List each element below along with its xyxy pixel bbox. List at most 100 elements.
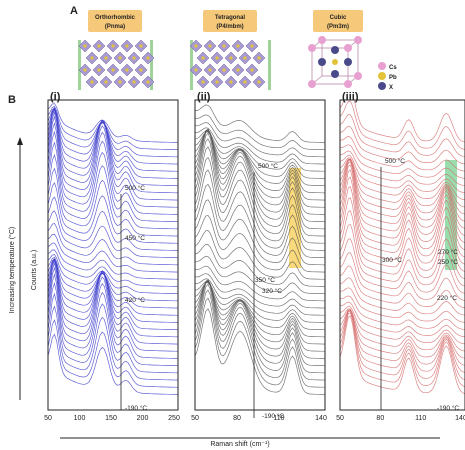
spectrum bbox=[48, 259, 178, 315]
annotation: 500 °C bbox=[125, 184, 145, 192]
spectrum bbox=[340, 101, 465, 149]
spectrum bbox=[340, 316, 465, 394]
spectrum bbox=[48, 108, 178, 164]
atom bbox=[118, 80, 121, 83]
atom bbox=[243, 80, 246, 83]
annotation: 350 °C bbox=[255, 276, 275, 284]
x-tick-label: 110 bbox=[415, 415, 426, 422]
atom bbox=[118, 56, 121, 59]
atom bbox=[208, 68, 211, 71]
atom bbox=[139, 44, 142, 47]
x-tick-label: 50 bbox=[336, 415, 344, 422]
atom bbox=[90, 56, 93, 59]
structure-group: (Pnma) bbox=[105, 24, 125, 30]
legend-dot bbox=[378, 82, 386, 90]
atom bbox=[257, 80, 260, 83]
atom bbox=[132, 56, 135, 59]
x-tick-label: 200 bbox=[137, 415, 149, 422]
atom bbox=[215, 56, 218, 59]
spectra-group bbox=[195, 105, 325, 395]
atom bbox=[208, 44, 211, 47]
spectrum bbox=[48, 234, 178, 272]
atom bbox=[201, 80, 204, 83]
atom bbox=[236, 68, 239, 71]
annotation: 500 °C bbox=[385, 157, 405, 165]
atom bbox=[90, 80, 93, 83]
annotation: -190 °C bbox=[262, 412, 284, 420]
annotation: 450 °C bbox=[125, 234, 145, 242]
annotation: -190 °C bbox=[437, 404, 459, 412]
legend-dot bbox=[378, 62, 386, 70]
atom bbox=[229, 80, 232, 83]
spectrum bbox=[48, 112, 178, 193]
annotation: 300 °C bbox=[382, 256, 402, 264]
spectrum bbox=[340, 310, 465, 358]
x-tick-label: 80 bbox=[233, 415, 241, 422]
structure-group: (P4/mbm) bbox=[216, 24, 243, 30]
legend-label: Cs bbox=[389, 65, 397, 71]
atom bbox=[132, 80, 135, 83]
spectra bbox=[48, 87, 465, 394]
legend-dot bbox=[378, 72, 386, 80]
spectrum bbox=[340, 288, 465, 323]
x-tick-label: 150 bbox=[105, 415, 117, 422]
x-tick-label: 50 bbox=[44, 415, 52, 422]
atom bbox=[146, 80, 149, 83]
spectrum bbox=[48, 255, 178, 294]
panel-label: (ii) bbox=[197, 91, 211, 103]
spectrum bbox=[48, 263, 178, 344]
arrowhead bbox=[17, 137, 23, 145]
x-tick-label: 100 bbox=[74, 415, 86, 422]
structure-name: Cubic bbox=[330, 15, 347, 21]
atom bbox=[139, 68, 142, 71]
structure-name: Orthorhombic bbox=[95, 15, 136, 21]
atom bbox=[236, 44, 239, 47]
atom bbox=[111, 68, 114, 71]
spectrum bbox=[48, 259, 178, 329]
spectra-group bbox=[48, 104, 178, 395]
panel-label: (i) bbox=[50, 91, 61, 103]
atom bbox=[104, 80, 107, 83]
crystal-structures bbox=[79, 40, 265, 88]
figure: A Orthorhombic (Pnma) Tetragonal (P4/mbm… bbox=[0, 0, 465, 450]
atom bbox=[97, 44, 100, 47]
spectrum bbox=[48, 169, 178, 237]
spectrum bbox=[195, 170, 325, 250]
atom bbox=[229, 56, 232, 59]
spectrum bbox=[48, 109, 178, 179]
atom bbox=[250, 68, 253, 71]
annotation: -190 °C bbox=[125, 404, 147, 412]
spectrum bbox=[48, 223, 178, 265]
structure-group: (Pm3m) bbox=[327, 24, 349, 30]
page: A Orthorhombic (Pnma) Tetragonal (P4/mbm… bbox=[0, 0, 465, 450]
atom bbox=[215, 80, 218, 83]
x-tick-label: 140 bbox=[455, 415, 465, 422]
atom bbox=[83, 68, 86, 71]
panel-a-label: A bbox=[70, 5, 78, 17]
atom bbox=[201, 56, 204, 59]
annotation: 250 °C bbox=[438, 258, 458, 266]
legend-label: X bbox=[389, 85, 393, 91]
atom bbox=[222, 68, 225, 71]
annotation: 320 °C bbox=[262, 287, 282, 295]
panel-b-label: B bbox=[8, 94, 16, 106]
atom bbox=[222, 44, 225, 47]
x-label: Raman shift (cm⁻¹) bbox=[210, 441, 269, 448]
annotation: 420 °C bbox=[125, 296, 145, 304]
atom bbox=[125, 44, 128, 47]
structure-name: Tetragonal bbox=[215, 15, 246, 21]
y-label-inner: Counts (a.u.) bbox=[31, 250, 38, 290]
atom bbox=[257, 56, 260, 59]
atom bbox=[97, 68, 100, 71]
spectrum bbox=[48, 320, 178, 387]
atom bbox=[243, 56, 246, 59]
annotation: 270 °C bbox=[438, 248, 458, 256]
atom bbox=[125, 68, 128, 71]
atom bbox=[104, 56, 107, 59]
atom bbox=[146, 56, 149, 59]
x-tick-label: 80 bbox=[376, 415, 384, 422]
atom bbox=[194, 44, 197, 47]
atom bbox=[111, 44, 114, 47]
annotation: 220 °C bbox=[437, 294, 457, 302]
x-tick-label: 140 bbox=[315, 415, 327, 422]
